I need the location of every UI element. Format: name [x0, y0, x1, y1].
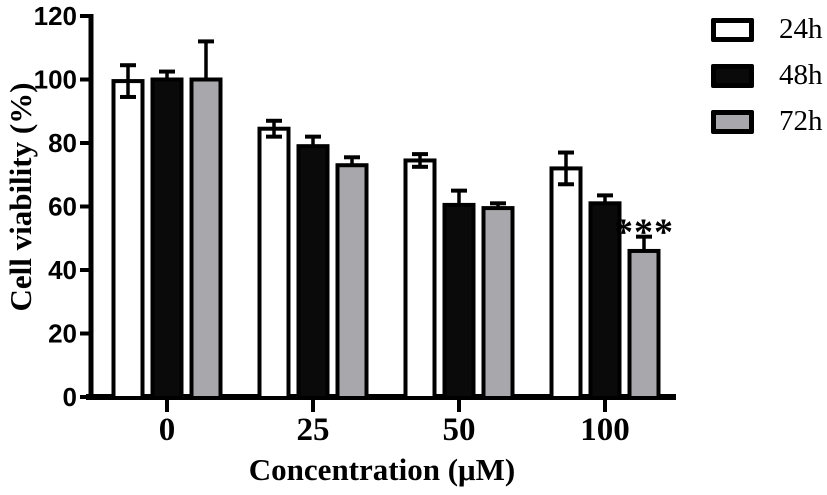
bar-24h-50 [403, 158, 437, 400]
errorbar-24h-25 [266, 118, 282, 139]
legend-swatch-24h [711, 17, 754, 42]
bar-24h-100 [549, 166, 583, 400]
legend-label-24h: 24h [779, 13, 823, 45]
x-tick-label-25: 25 [297, 412, 330, 448]
errorbar-72h-25 [344, 155, 360, 166]
bar-72h-25 [335, 163, 369, 400]
y-tick-label-40: 40 [48, 255, 77, 285]
bars [111, 77, 661, 401]
bar-24h-25 [257, 126, 291, 400]
y-tick-label-80: 80 [48, 128, 77, 158]
legend-label-48h: 48h [779, 59, 823, 91]
y-tick-label-0: 0 [63, 382, 77, 412]
bar-24h-0 [111, 79, 145, 401]
significance-stars: *** [614, 212, 674, 254]
bar-48h-0 [150, 77, 184, 400]
x-axis-title: Concentration (μM) [248, 452, 516, 487]
x-tick-label-50: 50 [443, 412, 476, 448]
errorbar-48h-25 [305, 134, 321, 147]
errorbar-72h-50 [490, 201, 506, 209]
legend-swatch-48h [711, 63, 754, 88]
legend-label-72h: 72h [779, 105, 823, 137]
bar-72h-100 [627, 248, 661, 400]
y-tick-label-20: 20 [48, 319, 77, 349]
bar-72h-50 [481, 206, 515, 400]
legend: 24h 48h 72h [711, 15, 823, 153]
x-tick-label-100: 100 [580, 412, 630, 448]
annotations: *** [614, 212, 674, 254]
error-bars [120, 39, 652, 251]
x-tick-label-0: 0 [159, 412, 176, 448]
y-tick-label-120: 120 [34, 1, 77, 31]
legend-row-24h: 24h [711, 15, 823, 44]
errorbar-24h-0 [120, 63, 136, 99]
errorbar-24h-100 [558, 150, 574, 187]
bar-48h-25 [296, 144, 330, 400]
y-tick-label-60: 60 [48, 192, 77, 222]
errorbar-24h-50 [412, 152, 428, 169]
bar-48h-50 [442, 202, 476, 400]
legend-row-48h: 48h [711, 61, 823, 90]
errorbar-72h-0 [198, 39, 214, 80]
errorbar-48h-50 [451, 188, 467, 205]
y-axis: 0 20 40 60 80 100 120 [34, 1, 94, 412]
y-tick-label-100: 100 [34, 65, 77, 95]
legend-swatch-72h [711, 109, 754, 134]
bar-48h-100 [588, 201, 622, 400]
bar-72h-0 [189, 77, 223, 400]
x-axis: 0 25 50 100 [86, 394, 676, 448]
errorbar-72h-100 [636, 234, 652, 251]
errorbar-48h-0 [159, 69, 175, 80]
errorbar-48h-100 [597, 193, 613, 204]
y-axis-title: Cell viability (%) [3, 82, 38, 312]
legend-row-72h: 72h [711, 107, 823, 136]
